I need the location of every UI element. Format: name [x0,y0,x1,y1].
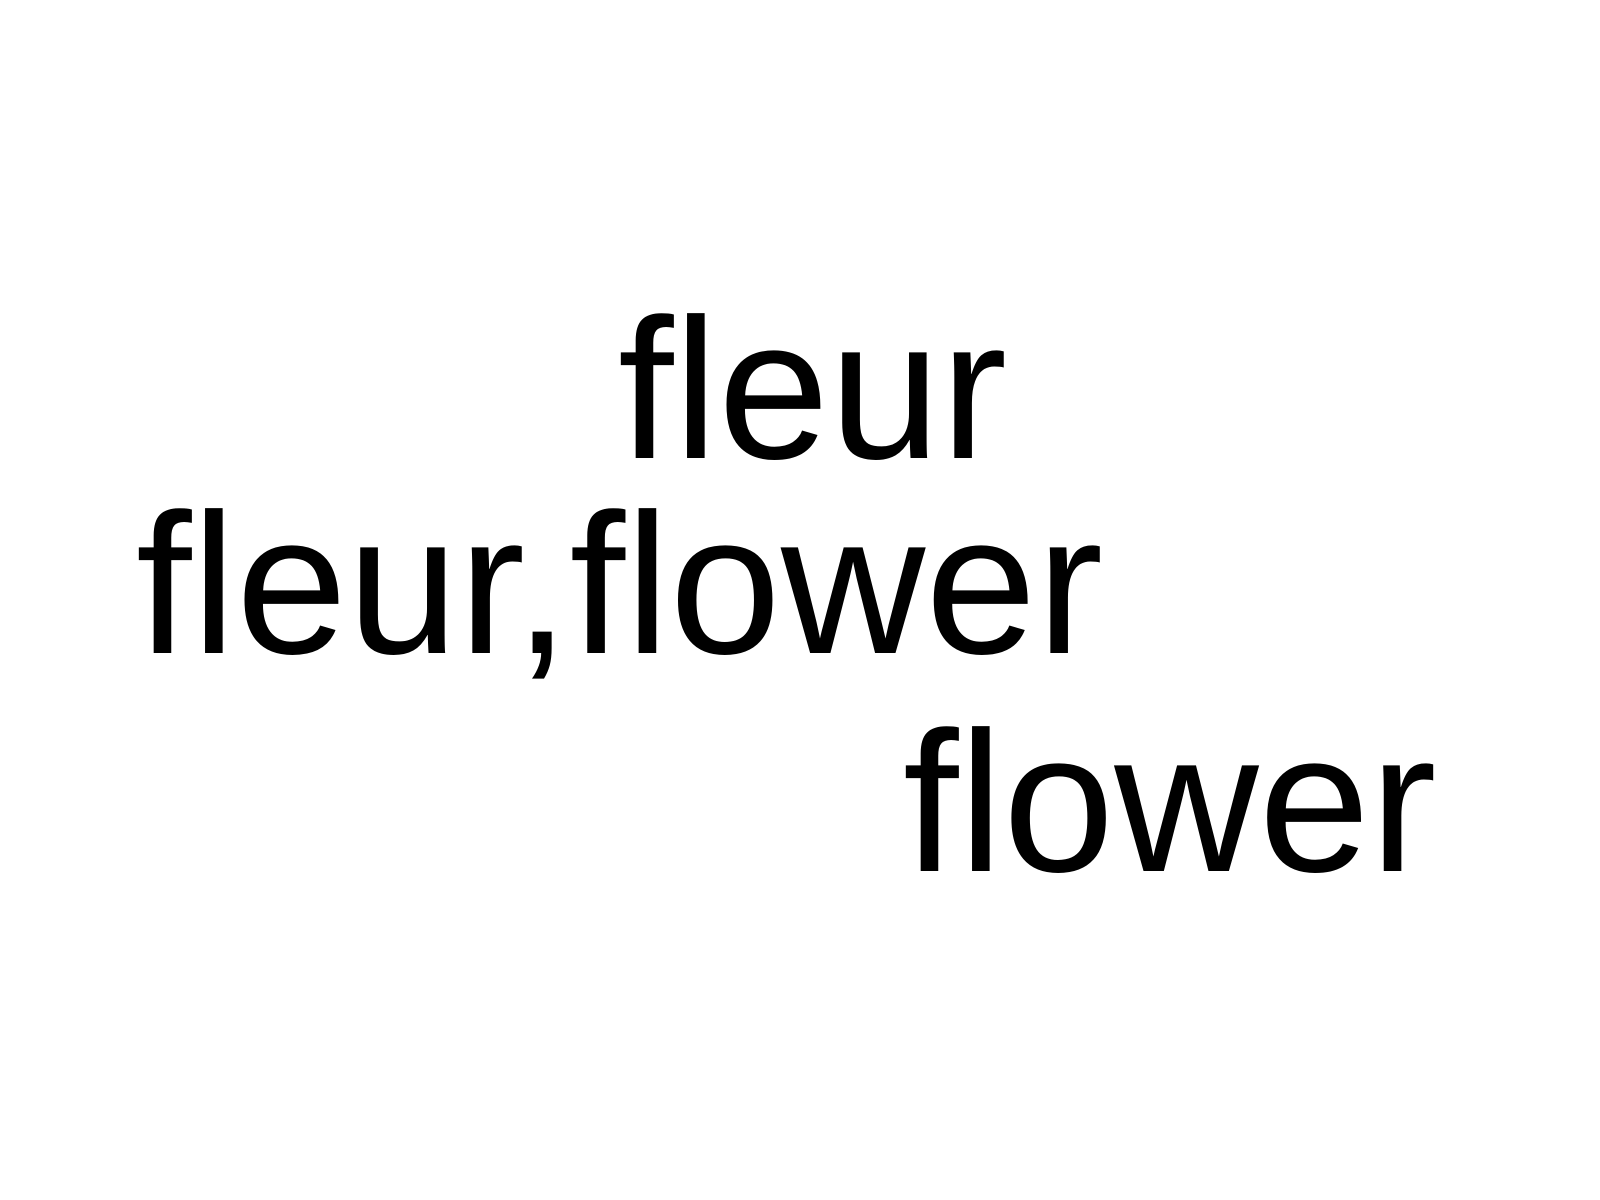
word-pair-fleur-flower: fleur,flower [136,473,1104,696]
word-fleur: fleur [618,278,1008,501]
word-flower: flower [903,691,1437,914]
